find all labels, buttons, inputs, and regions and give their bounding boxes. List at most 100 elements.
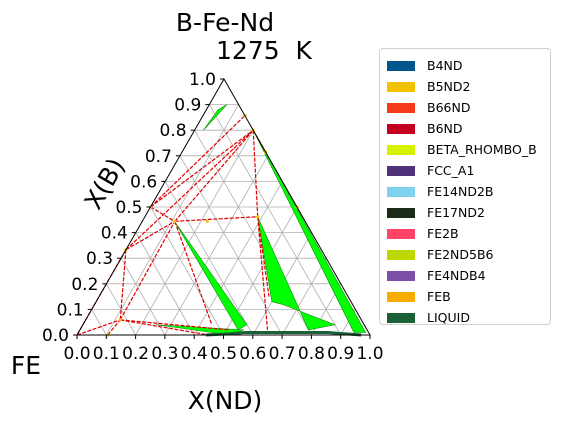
legend-label: B66ND xyxy=(427,100,471,115)
x-tick-label: 0.9 xyxy=(327,344,354,364)
legend-swatch xyxy=(387,249,415,260)
tie-lines xyxy=(76,114,362,337)
gridline xyxy=(208,104,342,336)
x-tick-label: 0.4 xyxy=(181,344,208,364)
gridline xyxy=(164,155,269,336)
tie-line xyxy=(150,129,254,208)
y-tick-label: 0.7 xyxy=(145,147,172,167)
tie-line xyxy=(76,319,121,336)
chart-subtitle: 1275 K xyxy=(216,36,313,65)
legend-swatch xyxy=(387,102,415,113)
tie-line xyxy=(119,249,127,320)
tie-line xyxy=(174,129,254,222)
compound-point xyxy=(118,318,122,322)
compound-point xyxy=(205,219,209,223)
legend-swatch xyxy=(387,186,415,197)
x-tick-label: 0.2 xyxy=(122,344,149,364)
legend-label: B6ND xyxy=(427,121,463,136)
tie-line xyxy=(257,216,270,297)
tie-line xyxy=(120,319,209,336)
x-tick-label: 0.1 xyxy=(93,344,120,364)
legend-item: B4ND xyxy=(380,55,550,76)
y-tick-label: 0.0 xyxy=(42,326,69,346)
legend-swatch xyxy=(387,144,415,155)
legend-swatch xyxy=(387,81,415,92)
legend-swatch xyxy=(387,60,415,71)
legend-label: BETA_RHOMBO_B xyxy=(427,142,537,157)
legend-item: B66ND xyxy=(380,97,550,118)
legend-item: B6ND xyxy=(380,118,550,139)
legend-item: FE4NDB4 xyxy=(380,265,550,286)
tie-line xyxy=(107,319,121,336)
phase-region xyxy=(203,104,228,131)
legend-label: FCC_A1 xyxy=(427,163,475,178)
phase-regions xyxy=(156,104,367,336)
legend-item: FE14ND2B xyxy=(380,181,550,202)
y-tick-label: 1.0 xyxy=(189,70,216,90)
gridline xyxy=(106,283,136,336)
legend-item: FCC_A1 xyxy=(380,160,550,181)
legend-item: FE17ND2 xyxy=(380,202,550,223)
legend-swatch xyxy=(387,291,415,302)
y-tick-label: 0.2 xyxy=(71,275,98,295)
y-tick-label: 0.5 xyxy=(115,198,142,218)
legend-swatch xyxy=(387,207,415,218)
legend-item: LIQUID xyxy=(380,307,550,328)
compound-point xyxy=(256,215,260,219)
legend-swatch xyxy=(387,123,415,134)
legend-label: B4ND xyxy=(427,58,463,73)
corner-label-fe: FE xyxy=(11,351,41,380)
x-tick-label: 0.8 xyxy=(298,344,325,364)
y-tick-label: 0.3 xyxy=(86,249,113,269)
tick-labels: 0.0 0.1 0.2 0.3 0.4 0.5 0.6 0.7 0.8 0.9 1.00.00.10… xyxy=(42,70,384,364)
legend-label: FE2B xyxy=(427,226,459,241)
legend-item: FE2B xyxy=(380,223,550,244)
legend-label: FEB xyxy=(427,289,451,304)
phase-region xyxy=(257,216,336,331)
legend-label: FE17ND2 xyxy=(427,205,485,220)
y-tick-label: 0.9 xyxy=(174,96,201,116)
x-tick-label: 0.7 xyxy=(269,344,296,364)
y-tick-label: 0.1 xyxy=(57,300,84,320)
x-tick-label: 1.0 xyxy=(356,344,383,364)
tie-line xyxy=(252,130,259,217)
gridline xyxy=(164,181,254,336)
legend-swatch xyxy=(387,270,415,281)
gridline xyxy=(91,309,107,336)
x-tick-label: 0.5 xyxy=(210,344,237,364)
y-tick-label: 0.4 xyxy=(101,224,128,244)
tie-line xyxy=(174,216,258,222)
gridline xyxy=(120,258,166,336)
legend-swatch xyxy=(387,165,415,176)
tie-line xyxy=(257,216,269,330)
tie-line xyxy=(125,129,254,251)
gridline xyxy=(281,258,327,336)
x-tick-label: 0.3 xyxy=(151,344,178,364)
x-tick-label: 0.0 xyxy=(63,344,90,364)
legend-item: B5ND2 xyxy=(380,76,550,97)
tie-line xyxy=(174,221,213,325)
y-tick-label: 0.6 xyxy=(130,172,157,192)
tie-line xyxy=(120,319,230,331)
gridline xyxy=(150,206,224,336)
legend-label: FE2ND5B6 xyxy=(427,247,494,262)
legend-item: FEB xyxy=(380,286,550,307)
phase-region xyxy=(174,221,248,331)
liquidus-boundary xyxy=(205,330,362,337)
legend-label: FE14ND2B xyxy=(427,184,494,199)
legend-swatch xyxy=(387,312,415,323)
legend-label: FE4NDB4 xyxy=(427,268,486,283)
legend-item: BETA_RHOMBO_B xyxy=(380,139,550,160)
x-axis-label: X(ND) xyxy=(188,386,263,415)
tie-line xyxy=(150,206,176,222)
chart-title: B-Fe-Nd xyxy=(176,8,274,37)
y-tick-label: 0.8 xyxy=(160,121,187,141)
legend: B4ND B5ND2 B66ND B6ND BETA_RHOMBO_B FCC_A1 FE1… xyxy=(379,48,551,325)
legend-item: FE2ND5B6 xyxy=(380,244,550,265)
legend-label: B5ND2 xyxy=(427,79,471,94)
x-tick-label: 0.6 xyxy=(239,344,266,364)
tie-line xyxy=(119,221,176,321)
legend-label: LIQUID xyxy=(427,310,470,325)
gridline xyxy=(135,232,195,336)
